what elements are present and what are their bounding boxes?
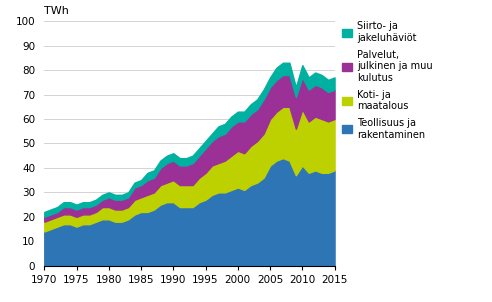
Legend: Siirto- ja
jakeluhäviöt, Palvelut,
julkinen ja muu
kulutus, Koti- ja
maatalous, : Siirto- ja jakeluhäviöt, Palvelut, julki… (342, 21, 432, 140)
Text: TWh: TWh (44, 6, 69, 16)
